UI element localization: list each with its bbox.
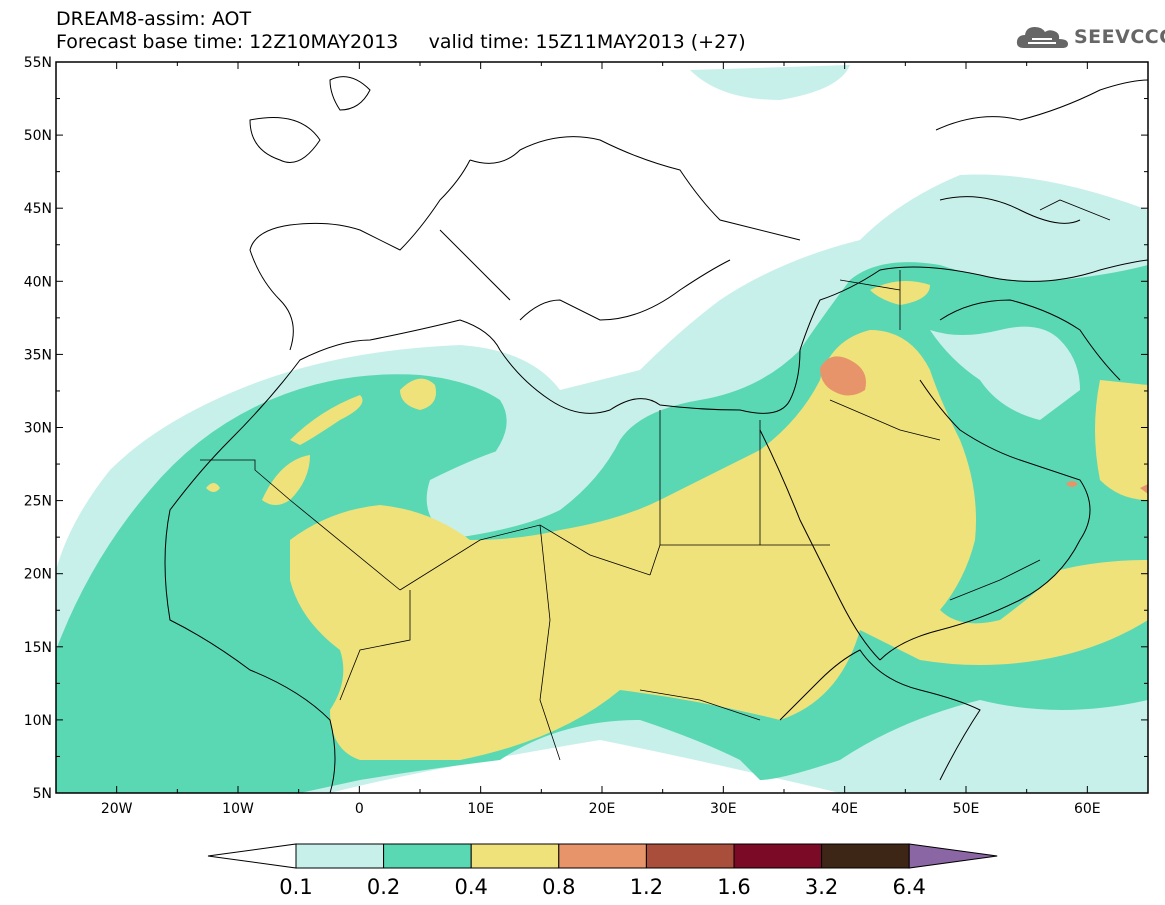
colorbar-box — [821, 843, 910, 869]
map-title: DREAM8-assim: AOT — [56, 8, 252, 30]
colorbar-labels: 0.1 0.2 0.4 0.8 1.2 1.6 3.2 6.4 — [279, 875, 926, 899]
colorbar-box — [470, 843, 560, 869]
colorbar-box — [558, 843, 647, 869]
lon-label: 10W — [222, 801, 254, 817]
colorbar-label: 0.4 — [454, 875, 487, 899]
lat-label: 10N — [24, 713, 52, 729]
colorbar-boxes — [207, 843, 998, 869]
colorbar-label: 0.1 — [279, 875, 312, 899]
colorbar-label: 1.2 — [630, 875, 663, 899]
lat-label: 20N — [24, 567, 52, 583]
lon-label: 10E — [467, 801, 494, 817]
cloud-icon — [1016, 27, 1068, 48]
lon-label: 0 — [355, 801, 364, 817]
colorbar-box — [383, 843, 472, 869]
colorbar-label: 6.4 — [892, 875, 925, 899]
lon-label: 20E — [589, 801, 616, 817]
colorbar-label: 1.6 — [717, 875, 750, 899]
lat-label: 25N — [24, 494, 52, 510]
colorbar-label: 0.2 — [367, 875, 400, 899]
longitude-labels: 20W 10W 0 10E 20E 30E 40E 50E 60E — [101, 801, 1101, 817]
seevccc-logo: SEEVCCC — [1016, 20, 1165, 54]
lat-label: 15N — [24, 640, 52, 656]
lat-label: 30N — [24, 421, 52, 437]
latitude-labels: 55N 50N 45N 40N 35N 30N 25N 20N 15N 10N 5N — [24, 55, 52, 802]
country-borders — [200, 199, 1111, 761]
lon-label: 20W — [101, 801, 133, 817]
colorbar-label: 3.2 — [805, 875, 838, 899]
coastlines — [164, 76, 1148, 793]
lon-label: 50E — [953, 801, 980, 817]
colorbar-underflow-triangle — [207, 843, 297, 869]
colorbar-label: 0.8 — [542, 875, 575, 899]
lat-label: 40N — [24, 274, 52, 290]
colorbar-box — [733, 843, 823, 869]
lat-label: 35N — [24, 347, 52, 363]
lon-label: 40E — [831, 801, 858, 817]
colorbar-box — [295, 843, 385, 869]
forecast-time-subtitle: Forecast base time: 12Z10MAY2013 valid t… — [56, 31, 746, 53]
colorbar-overflow-triangle — [908, 843, 998, 869]
colorbar-box — [645, 843, 735, 869]
logo-text: SEEVCCC — [1074, 26, 1165, 48]
lat-label: 45N — [24, 201, 52, 217]
axis-ticks — [55, 61, 1149, 794]
lat-label: 5N — [33, 786, 52, 802]
lat-label: 50N — [24, 128, 52, 144]
lon-label: 60E — [1074, 801, 1101, 817]
lat-label: 55N — [24, 55, 52, 71]
lon-label: 30E — [710, 801, 737, 817]
aot-contour-0.8-1.2 — [820, 356, 1148, 494]
